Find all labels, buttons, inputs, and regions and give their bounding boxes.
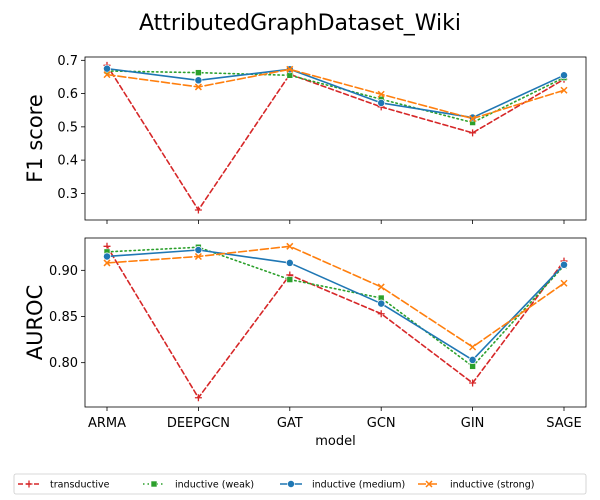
bottom-series-line-2 [106, 249, 565, 361]
axes-frame-top [84, 56, 587, 221]
top-series-line-3 [106, 68, 565, 120]
legend-marker [287, 480, 295, 488]
xtick-label: SAGE [546, 416, 581, 431]
top-point-3-5 [560, 86, 568, 94]
xtick-label: GAT [277, 416, 303, 431]
bottom-point-0-4 [469, 379, 477, 387]
bottom-point-0-1 [194, 394, 202, 402]
top-point-0-4 [469, 129, 477, 137]
chart-panels: 0.3 0.4 0.5 0.6 0.7 F1 score 0.80 0.85 0.90 ARMA D… [23, 54, 587, 449]
top-point-3-1 [194, 83, 202, 91]
legend-marker [25, 480, 33, 488]
panel-top: 0.3 0.4 0.5 0.6 0.7 F1 score [23, 54, 587, 224]
legend-label: inductive (weak) [175, 480, 254, 491]
bottom-series-line-1 [106, 246, 565, 368]
top-point-1-1 [195, 69, 202, 76]
legend-marker [150, 480, 158, 488]
bottom-point-1-4 [469, 363, 476, 370]
legend: transductive inductive (weak) inductive (m… [13, 473, 587, 495]
bottom-point-3-1 [194, 252, 202, 261]
top-point-3-4 [469, 115, 477, 123]
bottom-point-3-4 [469, 343, 477, 351]
top-point-3-0 [103, 71, 111, 79]
xtick-label: DEEPGCN [167, 416, 230, 431]
top-point-2-3 [377, 98, 386, 107]
bottom-ytick-label: 0.85 [49, 310, 78, 325]
top-point-2-1 [194, 76, 203, 85]
legend-label: inductive (strong) [450, 480, 534, 491]
top-ytick-label: 0.6 [57, 87, 78, 102]
bottom-point-2-0 [103, 252, 111, 261]
xtick-label: GIN [461, 416, 485, 431]
panel-bottom: 0.80 0.85 0.90 ARMA DEEPGCN GAT GCN GIN SAGE AURO… [23, 237, 587, 449]
bottom-point-3-0 [103, 259, 111, 267]
bottom-point-3-3 [377, 283, 385, 291]
top-point-2-0 [103, 64, 111, 73]
top-point-2-5 [560, 71, 568, 80]
legend-marker [425, 480, 433, 488]
bottom-point-3-5 [560, 279, 568, 287]
bottom-point-2-2 [285, 258, 294, 267]
top-point-3-2 [286, 65, 294, 73]
bottom-point-2-1 [194, 246, 203, 254]
legend-label: inductive (medium) [312, 480, 405, 491]
top-series-line-2 [106, 67, 565, 119]
xtick-label: ARMA [88, 416, 126, 431]
top-series-line-1 [106, 70, 565, 124]
bottom-ytick-label: 0.90 [49, 264, 78, 279]
bottom-ytick-label: 0.80 [49, 356, 78, 371]
top-ylabel: F1 score [23, 94, 47, 183]
top-series-line-0 [106, 64, 565, 211]
xlabel: model [315, 434, 355, 449]
bottom-point-2-3 [377, 299, 386, 308]
top-ytick-label: 0.3 [57, 187, 78, 202]
axes-frame-bottom [84, 237, 587, 408]
top-ytick-label: 0.4 [57, 154, 78, 169]
bottom-ylabel: AUROC [23, 285, 47, 361]
bottom-point-3-2 [286, 242, 294, 250]
top-point-0-1 [194, 206, 202, 214]
bottom-point-1-2 [286, 276, 294, 283]
bottom-point-2-4 [468, 355, 477, 364]
legend-label: transductive [50, 480, 110, 491]
bottom-point-0-3 [377, 310, 385, 318]
xtick-label: GCN [367, 416, 396, 431]
figure-title: AttributedGraphDataset_Wiki [139, 11, 461, 36]
bottom-series-line-3 [106, 245, 565, 348]
bottom-point-2-5 [560, 260, 568, 269]
top-ytick-label: 0.7 [57, 54, 78, 69]
bottom-series-line-0 [106, 245, 565, 399]
top-point-3-3 [377, 90, 385, 98]
top-ytick-label: 0.5 [57, 120, 78, 135]
